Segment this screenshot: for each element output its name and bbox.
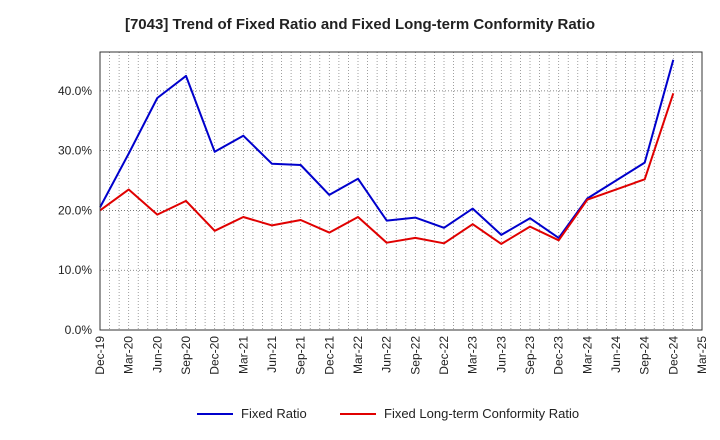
x-tick-label: Sep-22 [408,336,422,375]
chart-title: [7043] Trend of Fixed Ratio and Fixed Lo… [124,16,596,33]
x-tick-label: Jun-20 [150,336,164,373]
y-tick-label: 30.0% [58,144,92,158]
x-tick-label: Jun-21 [265,336,279,373]
x-tick-label: Sep-20 [179,336,193,375]
x-tick-label: Jun-22 [380,336,394,373]
series-line-fixed-long-term-conformity-ratio [99,92,675,245]
x-tick-label: Dec-19 [93,336,107,375]
x-tick-label: Dec-22 [437,336,451,375]
legend: Fixed Ratio Fixed Long-term Conformity R… [0,406,720,424]
legend-label-fixed-ratio: Fixed Ratio [241,406,307,421]
x-tick-label: Jun-24 [609,336,623,373]
x-axis-ticks: Dec-19 Mar-20 Jun-20 Sep-20 Dec-20 Mar-21 Jun-… [93,336,709,375]
y-tick-label: 20.0% [58,203,92,217]
legend-swatch-fixed-ratio [197,412,233,415]
plot-border [99,51,703,331]
x-tick-label: Dec-23 [552,336,566,375]
x-tick-label: Mar-25 [695,336,709,374]
legend-label-fixed-long-term-conformity-ratio: Fixed Long-term Conformity Ratio [384,406,580,421]
x-tick-label: Jun-23 [494,336,508,373]
x-tick-label: Mar-20 [122,336,136,374]
series-line-fixed-ratio [99,59,675,239]
plot-area [100,52,702,330]
x-tick-label: Mar-22 [351,336,365,374]
x-tick-label: Sep-23 [523,336,537,375]
x-tick-label: Sep-24 [638,336,652,375]
x-tick-label: Dec-20 [208,336,222,375]
y-tick-label: 0.0% [65,323,93,337]
x-tick-label: Mar-21 [236,336,250,374]
series-lines [99,59,675,245]
legend-swatch-fixed-long-term-conformity-ratio [340,412,376,415]
x-tick-label: Dec-24 [666,336,680,375]
y-axis-ticks: 0.0% 10.0% 20.0% 30.0% 40.0% [58,84,92,337]
x-tick-label: Mar-24 [580,336,594,374]
legend-item-fixed-ratio: Fixed Ratio [197,406,307,421]
x-tick-label: Sep-21 [294,336,308,375]
x-tick-label: Mar-23 [466,336,480,374]
x-tick-label: Dec-21 [322,336,336,375]
y-tick-label: 40.0% [58,84,92,98]
y-tick-label: 10.0% [58,263,92,277]
legend-item-fixed-long-term-conformity-ratio: Fixed Long-term Conformity Ratio [340,406,579,421]
